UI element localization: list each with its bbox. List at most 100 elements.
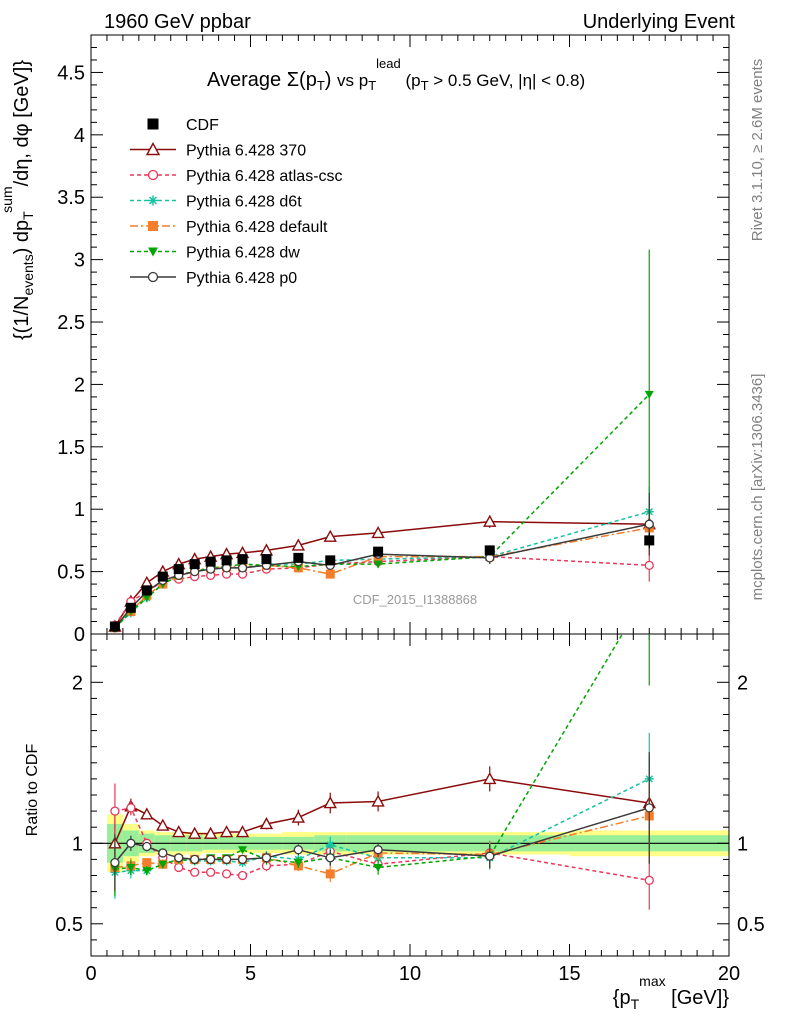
legend-label: Pythia 6.428 d6t bbox=[186, 194, 302, 211]
x-tick-label: 5 bbox=[245, 963, 256, 985]
data-point bbox=[110, 806, 120, 816]
data-point bbox=[156, 818, 170, 831]
data-point bbox=[373, 546, 384, 557]
data-point bbox=[187, 826, 202, 839]
data-point bbox=[371, 794, 385, 807]
data-point bbox=[325, 569, 335, 579]
y-tick-label: 2 bbox=[74, 374, 85, 396]
header-left-label: 1960 GeV ppbar bbox=[104, 11, 251, 33]
y-axis-label-text: {(1/Nevents) dpTsum/dη, dφ [GeV]} bbox=[0, 60, 36, 340]
data-point bbox=[203, 826, 218, 839]
data-point bbox=[221, 555, 232, 566]
data-point bbox=[237, 870, 248, 881]
data-point bbox=[141, 585, 152, 596]
legend-label: Pythia 6.428 dw bbox=[186, 245, 300, 262]
data-point bbox=[644, 390, 654, 399]
x-axis-label-text: {pTmax [GeV]} bbox=[613, 973, 730, 1012]
data-point bbox=[325, 555, 336, 566]
y-tick-label: 1 bbox=[74, 499, 85, 521]
data-point bbox=[484, 545, 495, 556]
legend-label: Pythia 6.428 default bbox=[186, 219, 328, 236]
mcplots-label: mcplots.cern.ch [arXiv:1306.3436] bbox=[749, 374, 766, 601]
data-point bbox=[147, 271, 159, 283]
series-cdf bbox=[109, 532, 655, 632]
data-point bbox=[142, 594, 152, 603]
legend: CDF Pythia 6.428 370 Pythia 6.428 atlas-cs… bbox=[130, 117, 343, 287]
data-point bbox=[259, 817, 274, 830]
legend-entry: Pythia 6.428 p0 bbox=[130, 270, 297, 287]
data-point bbox=[148, 247, 158, 257]
data-point bbox=[126, 838, 136, 848]
data-point bbox=[644, 519, 654, 529]
data-point bbox=[644, 803, 654, 813]
legend-entry: Pythia 6.428 default bbox=[130, 219, 328, 236]
data-point bbox=[148, 195, 158, 206]
rivet-label: Rivet 3.1.10, ≥ 2.6M events bbox=[749, 59, 766, 242]
data-point bbox=[373, 863, 383, 872]
data-point bbox=[219, 825, 234, 838]
ratio-series-pythia-6-428-p0 bbox=[110, 752, 654, 891]
data-point bbox=[238, 846, 248, 855]
analysis-watermark: CDF_2015_I1388868 bbox=[353, 592, 477, 607]
data-point bbox=[157, 571, 168, 582]
data-point bbox=[190, 854, 200, 865]
y-tick-label: 4 bbox=[74, 125, 85, 147]
series-line bbox=[114, 555, 650, 626]
legend-entry: Pythia 6.428 370 bbox=[130, 142, 306, 160]
legend-label: Pythia 6.428 p0 bbox=[186, 270, 297, 287]
data-point bbox=[293, 552, 304, 563]
data-point bbox=[189, 559, 200, 570]
data-point bbox=[221, 854, 232, 865]
chart-title-text: Average Σ(pT) vs pTlead (pT > 0.5 GeV, |… bbox=[207, 56, 585, 93]
data-point bbox=[293, 845, 304, 855]
data-point bbox=[126, 803, 136, 813]
data-point bbox=[323, 796, 337, 809]
x-tick-label: 0 bbox=[85, 963, 96, 985]
ratio-y-axis-label: Ratio to CDF bbox=[24, 744, 41, 837]
data-point bbox=[261, 554, 272, 565]
data-point bbox=[221, 869, 232, 879]
data-point bbox=[205, 556, 216, 567]
series-line bbox=[114, 393, 650, 629]
data-point-stroke bbox=[148, 196, 158, 205]
data-point bbox=[261, 853, 272, 863]
x-tick-label: 15 bbox=[558, 963, 580, 985]
legend-label: Pythia 6.428 370 bbox=[186, 143, 306, 160]
data-point bbox=[325, 853, 335, 863]
data-point bbox=[158, 860, 168, 869]
data-point bbox=[237, 554, 248, 565]
ratio-y-tick-label: 0.5 bbox=[55, 914, 83, 936]
data-point bbox=[140, 807, 154, 820]
data-point bbox=[125, 602, 136, 613]
data-point bbox=[373, 845, 383, 855]
data-point bbox=[148, 221, 158, 231]
ratio-y-tick-label-right: 1 bbox=[737, 833, 748, 855]
data-point bbox=[291, 810, 306, 823]
x-tick-label: 10 bbox=[399, 963, 421, 985]
data-point bbox=[110, 857, 120, 868]
y-tick-label: 4.5 bbox=[57, 62, 85, 84]
data-point bbox=[237, 854, 248, 865]
y-tick-label: 0 bbox=[74, 624, 85, 646]
chart-title: Average Σ(pT) vs pTlead (pT > 0.5 GeV, |… bbox=[207, 56, 585, 93]
ratio-panel: 0 5 10 15 20 0.5 0.5 1 1 2 2 bbox=[55, 633, 765, 985]
data-point bbox=[325, 869, 335, 879]
data-point bbox=[126, 863, 136, 872]
data-point bbox=[142, 841, 152, 852]
y-tick-label: 1.5 bbox=[57, 437, 85, 459]
data-point bbox=[291, 538, 306, 551]
header-right-label: Underlying Event bbox=[583, 11, 736, 33]
data-point bbox=[483, 514, 497, 527]
data-point bbox=[371, 525, 385, 539]
data-point bbox=[235, 825, 250, 838]
ratio-y-tick-label: 2 bbox=[72, 672, 83, 694]
y-tick-label: 3.5 bbox=[57, 187, 85, 209]
y-tick-label: 3 bbox=[74, 250, 85, 272]
legend-entry: Pythia 6.428 dw bbox=[130, 245, 300, 262]
data-point bbox=[644, 535, 655, 546]
data-point bbox=[205, 854, 216, 865]
data-point bbox=[237, 563, 248, 573]
legend-entry: Pythia 6.428 atlas-csc bbox=[130, 168, 343, 185]
legend-label: CDF bbox=[186, 117, 219, 134]
